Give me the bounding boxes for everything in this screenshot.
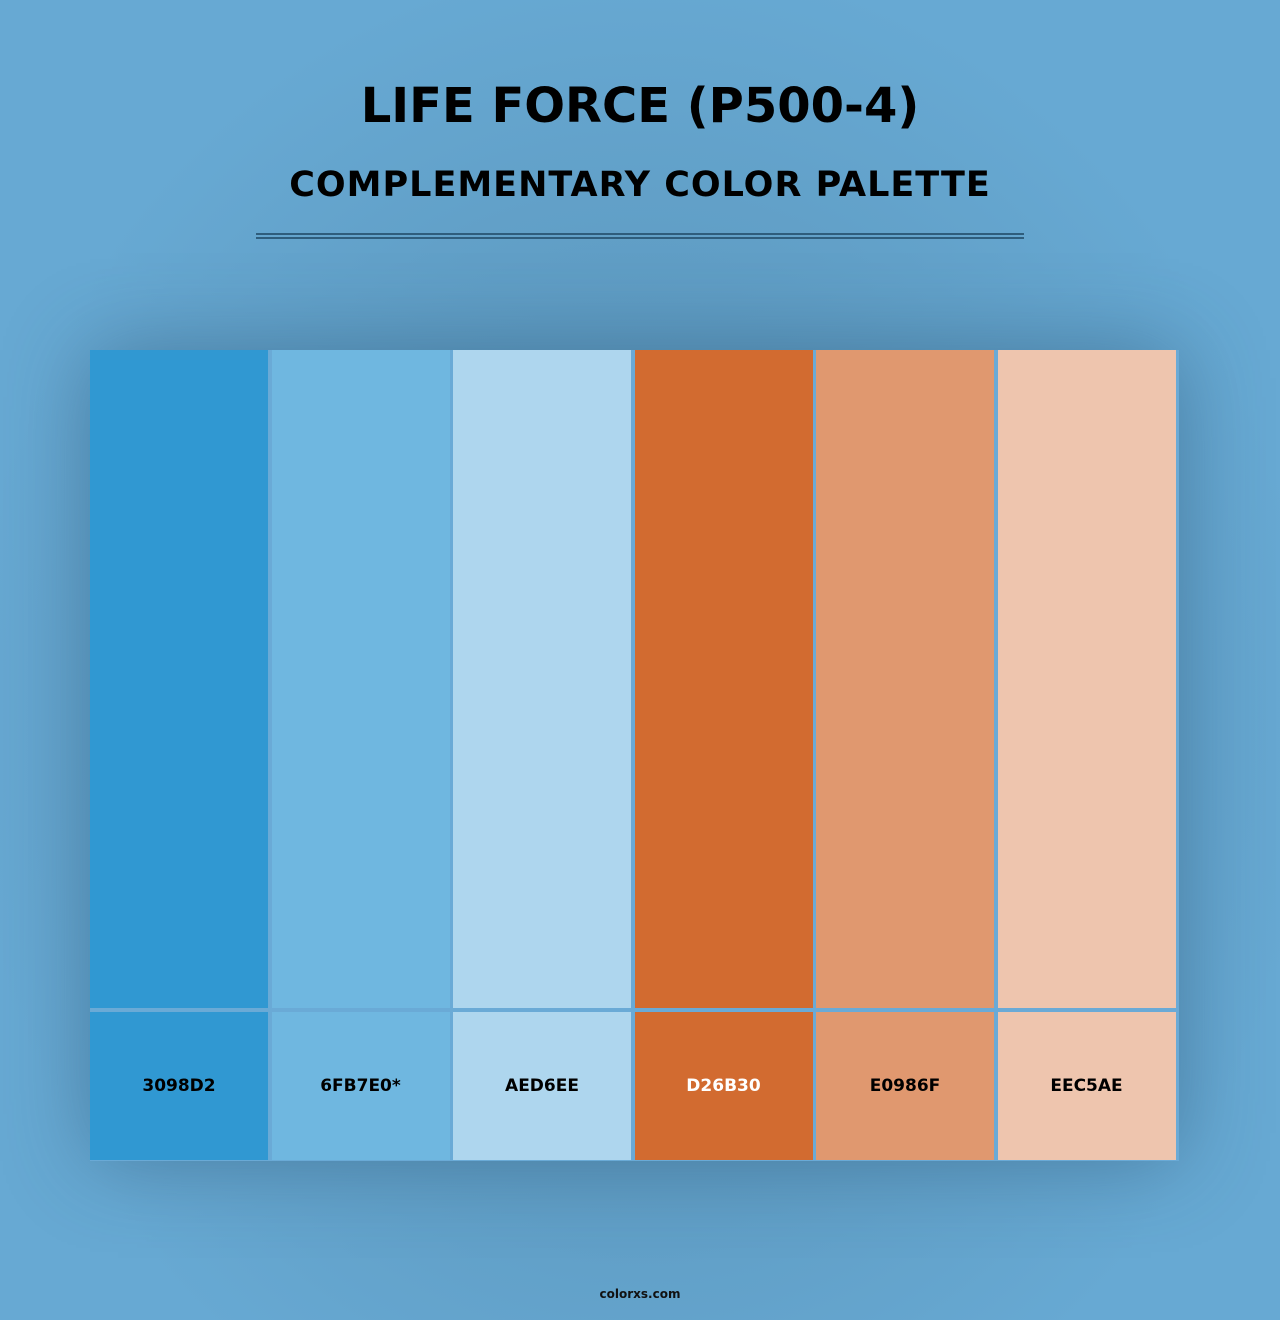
swatch: AED6EE xyxy=(453,350,631,1161)
swatch: E0986F xyxy=(816,350,994,1161)
swatch-color xyxy=(453,350,631,1008)
palette: 3098D2 6FB7E0* AED6EE D26B30 E0986F EEC5AE xyxy=(90,350,1179,1161)
swatch-label: AED6EE xyxy=(453,1012,631,1160)
swatch-color xyxy=(90,350,268,1008)
swatch-color xyxy=(997,350,1176,1008)
swatch-color xyxy=(816,350,994,1008)
swatch-label: 3098D2 xyxy=(90,1012,268,1160)
swatch-label: E0986F xyxy=(816,1012,994,1160)
swatch-label: 6FB7E0* xyxy=(271,1012,450,1160)
swatch: D26B30 xyxy=(634,350,813,1161)
swatch-label: EEC5AE xyxy=(997,1012,1176,1160)
swatch-label: D26B30 xyxy=(634,1012,813,1160)
subtitle: COMPLEMENTARY COLOR PALETTE xyxy=(289,165,991,205)
title: LIFE FORCE (P500-4) xyxy=(360,78,920,134)
swatch-color xyxy=(634,350,813,1008)
swatch-color xyxy=(271,350,450,1008)
footer-link[interactable]: colorxs.com xyxy=(599,1287,681,1301)
swatch: EEC5AE xyxy=(997,350,1176,1161)
swatch: 3098D2 xyxy=(90,350,268,1161)
divider xyxy=(256,233,1024,239)
swatch: 6FB7E0* xyxy=(271,350,450,1161)
